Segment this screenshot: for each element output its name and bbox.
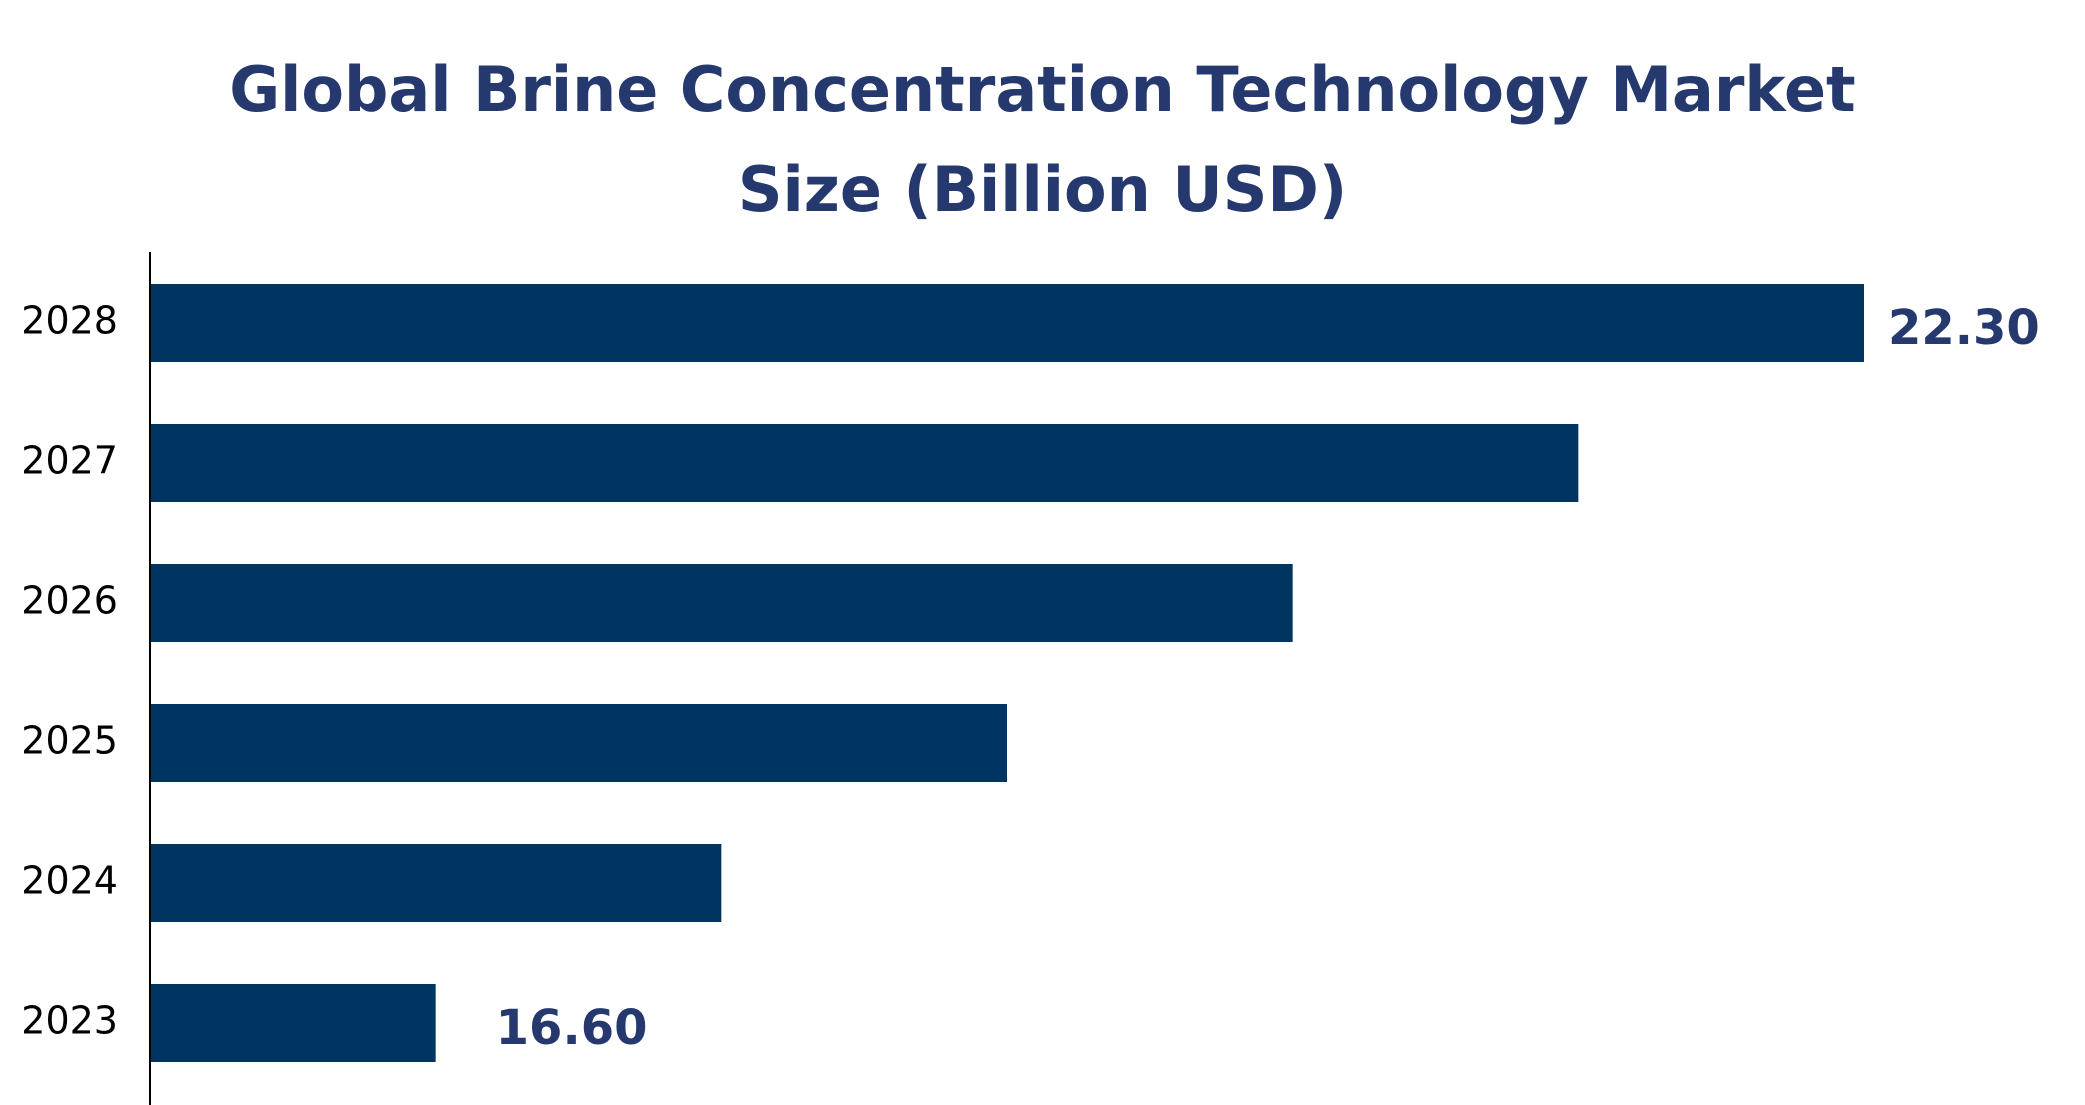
data-label-2028: 22.30 xyxy=(1888,300,2040,356)
y-tick-label-2028: 2028 xyxy=(21,299,118,343)
chart-title-line-1: Global Brine Concentration Technology Ma… xyxy=(229,53,1856,126)
tick-labels: 2028 2027 2026 2025 2024 2023 xyxy=(21,299,118,1043)
y-tick-label-2027: 2027 xyxy=(21,439,118,483)
bar-2023 xyxy=(150,984,436,1062)
y-tick-label-2023: 2023 xyxy=(21,999,118,1043)
chart-title-line-2: Size (Billion USD) xyxy=(737,153,1348,226)
bar-2028 xyxy=(150,284,1864,362)
bar-2027 xyxy=(150,424,1579,502)
data-label-2023: 16.60 xyxy=(496,1000,648,1056)
bar-2025 xyxy=(150,704,1007,782)
bars-layer xyxy=(150,284,1864,1062)
bar-2024 xyxy=(150,844,722,922)
data-labels: 22.30 16.60 xyxy=(496,300,2040,1056)
y-tick-label-2025: 2025 xyxy=(21,719,118,763)
bar-2026 xyxy=(150,564,1293,642)
chart-title: Global Brine Concentration Technology Ma… xyxy=(0,40,2085,240)
y-tick-label-2026: 2026 xyxy=(21,579,118,623)
y-tick-label-2024: 2024 xyxy=(21,859,118,903)
